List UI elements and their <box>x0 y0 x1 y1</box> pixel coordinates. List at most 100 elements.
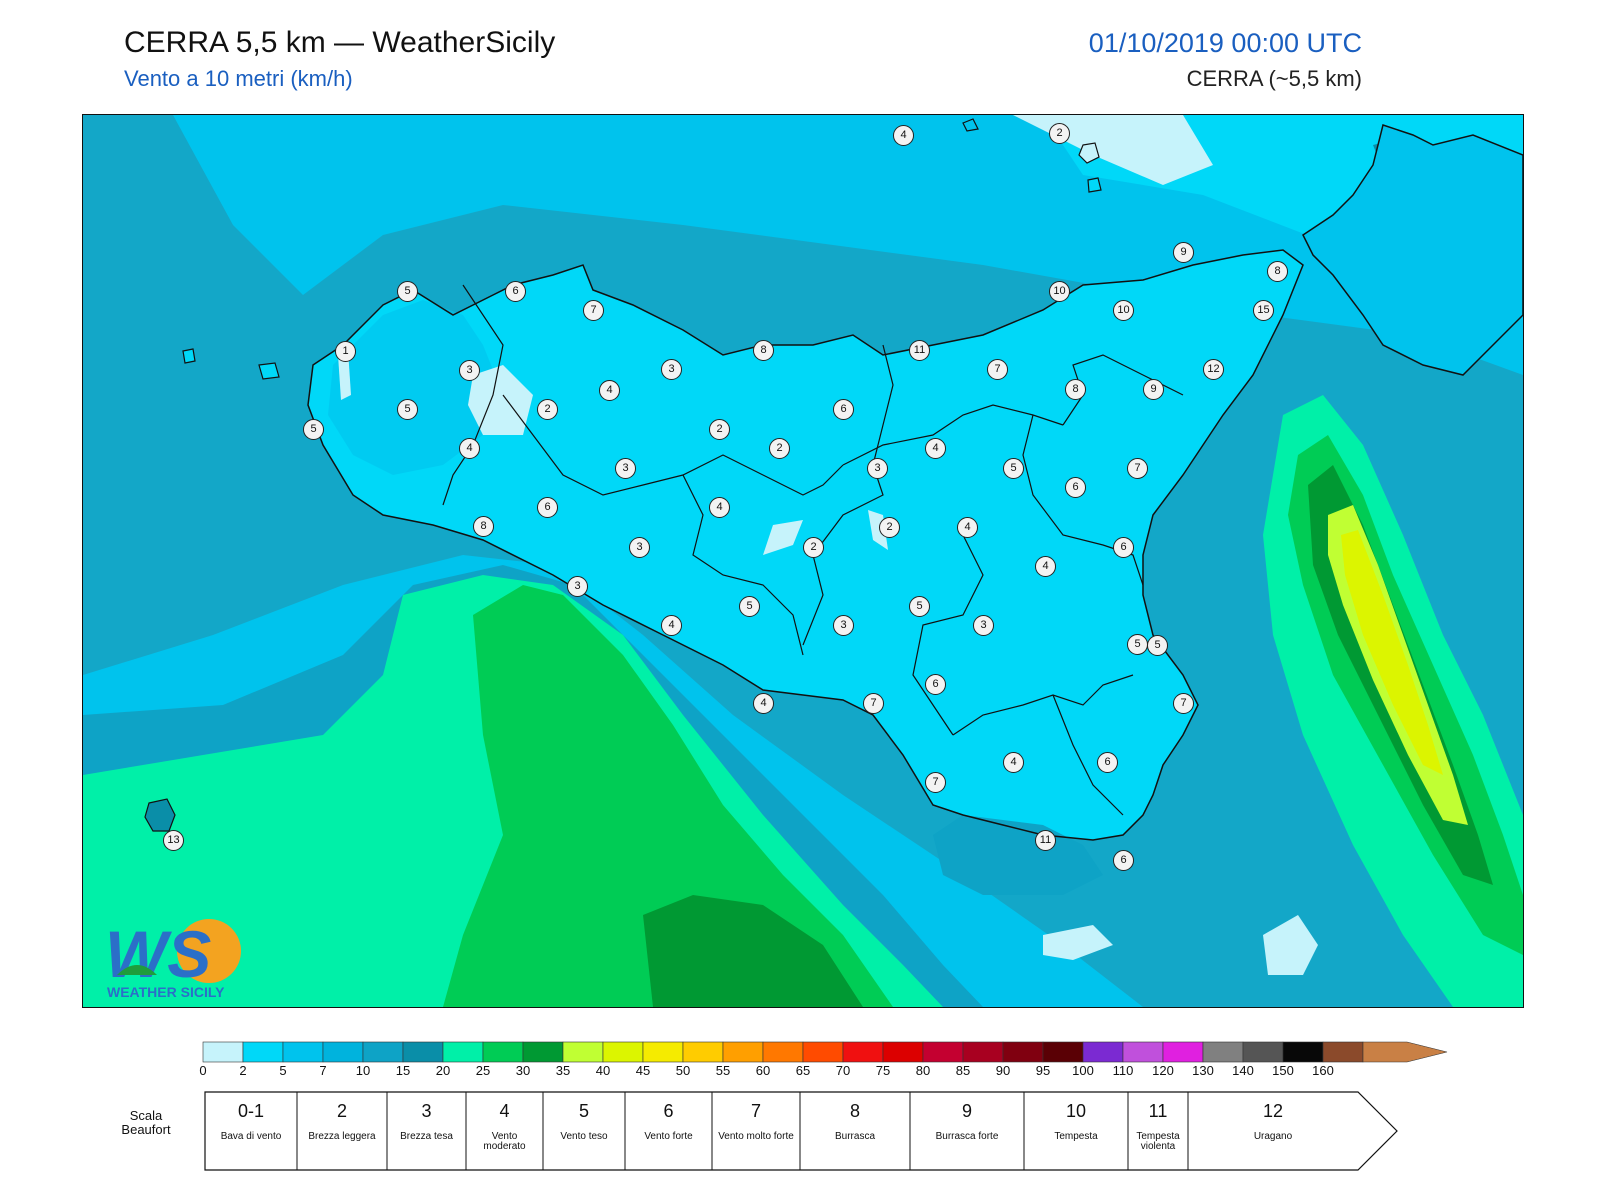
colorbar-tick-label: 75 <box>875 1063 891 1078</box>
beaufort-description: Vento teso <box>560 1131 608 1142</box>
colorbar-swatch <box>322 1041 364 1063</box>
colorbar-swatch <box>1202 1041 1244 1063</box>
colorbar-swatch <box>202 1041 244 1063</box>
wind-station-marker: 2 <box>879 517 900 538</box>
wind-station-marker: 4 <box>925 438 946 459</box>
weathersicily-logo: WS WEATHER SICILY <box>97 905 247 1003</box>
wind-station-marker: 4 <box>661 615 682 636</box>
wind-station-marker: 7 <box>1173 693 1194 714</box>
wind-station-marker: 3 <box>615 458 636 479</box>
colorbar-swatch <box>562 1041 604 1063</box>
wind-station-marker: 9 <box>1173 242 1194 263</box>
wind-station-marker: 3 <box>459 360 480 381</box>
colorbar-swatch <box>722 1041 764 1063</box>
beaufort-number: 10 <box>1065 1101 1087 1121</box>
colorbar-tick-label: 15 <box>395 1063 411 1078</box>
legend <box>0 1030 1600 1200</box>
wind-station-marker: 3 <box>973 615 994 636</box>
colorbar-swatch <box>282 1041 324 1063</box>
beaufort-description: Brezza leggera <box>308 1131 376 1142</box>
colorbar-swatch <box>1042 1041 1084 1063</box>
colorbar-tick-label: 2 <box>239 1063 247 1078</box>
wind-station-marker: 7 <box>925 772 946 793</box>
colorbar-tick-label: 100 <box>1072 1063 1094 1078</box>
colorbar-swatch <box>402 1041 444 1063</box>
wind-station-marker: 3 <box>867 458 888 479</box>
wind-station-marker: 6 <box>833 399 854 420</box>
colorbar-tick-label: 5 <box>279 1063 287 1078</box>
wind-station-marker: 2 <box>709 419 730 440</box>
wind-station-marker: 3 <box>567 576 588 597</box>
wind-station-marker: 6 <box>537 497 558 518</box>
wind-station-marker: 6 <box>505 281 526 302</box>
colorbar-tick-label: 40 <box>595 1063 611 1078</box>
colorbar-tick-label: 90 <box>995 1063 1011 1078</box>
beaufort-number: 11 <box>1148 1101 1168 1121</box>
wind-station-marker: 5 <box>1003 458 1024 479</box>
wind-map: 4 2 9 8 5 6 7 10 10 15 1 8 11 3 3 7 12 4 8 9 5 2 6 5 2 4 4 2 3 5 7 3 6 6 4… <box>82 114 1524 1008</box>
wind-station-marker: 11 <box>909 340 930 361</box>
wind-station-marker: 5 <box>739 596 760 617</box>
wind-station-marker: 8 <box>473 516 494 537</box>
colorbar-tick-label: 130 <box>1192 1063 1214 1078</box>
wind-station-marker: 4 <box>753 693 774 714</box>
wind-station-marker: 13 <box>163 830 184 851</box>
beaufort-description: Burrasca <box>834 1131 875 1142</box>
colorbar-tick-label: 55 <box>715 1063 731 1078</box>
colorbar-tick-label: 25 <box>475 1063 491 1078</box>
colorbar-tick-label: 7 <box>319 1063 327 1078</box>
beaufort-number: 6 <box>663 1101 674 1121</box>
wind-station-marker: 10 <box>1049 281 1070 302</box>
colorbar-tick-label: 80 <box>915 1063 931 1078</box>
beaufort-number: 5 <box>578 1101 589 1121</box>
wind-station-marker: 5 <box>1127 634 1148 655</box>
wind-station-marker: 1 <box>335 341 356 362</box>
wind-station-marker: 11 <box>1035 830 1056 851</box>
colorbar-swatch <box>1322 1041 1364 1063</box>
colorbar-tick-label: 160 <box>1312 1063 1334 1078</box>
wind-station-marker: 9 <box>1143 379 1164 400</box>
colorbar-tick-label: 120 <box>1152 1063 1174 1078</box>
svg-text:WS: WS <box>105 917 211 991</box>
wind-station-marker: 7 <box>1127 458 1148 479</box>
colorbar-swatch <box>642 1041 684 1063</box>
wind-station-marker: 3 <box>833 615 854 636</box>
colorbar-swatch <box>682 1041 724 1063</box>
beaufort-number: 8 <box>849 1101 860 1121</box>
wind-station-marker: 5 <box>909 596 930 617</box>
wind-station-marker: 6 <box>1065 477 1086 498</box>
wind-station-marker: 7 <box>987 359 1008 380</box>
colorbar-tick-label: 50 <box>675 1063 691 1078</box>
colorbar-tick-label: 0 <box>199 1063 207 1078</box>
wind-station-marker: 3 <box>629 537 650 558</box>
wind-station-marker: 6 <box>1097 752 1118 773</box>
wind-station-marker: 5 <box>1147 635 1168 656</box>
colorbar-tick-label: 70 <box>835 1063 851 1078</box>
colorbar-tick-label: 20 <box>435 1063 451 1078</box>
colorbar-swatch <box>242 1041 284 1063</box>
beaufort-number: 0-1 <box>237 1101 264 1121</box>
beaufort-number: 9 <box>961 1101 972 1121</box>
beaufort-description: Vento forte <box>644 1131 693 1142</box>
wind-station-marker: 2 <box>803 537 824 558</box>
wind-station-marker: 7 <box>863 693 884 714</box>
colorbar-swatch <box>1002 1041 1044 1063</box>
colorbar-tick-label: 140 <box>1232 1063 1254 1078</box>
colorbar-swatch <box>1282 1041 1324 1063</box>
colorbar-swatch <box>922 1041 964 1063</box>
wind-station-marker: 2 <box>769 438 790 459</box>
beaufort-number: 7 <box>750 1101 761 1121</box>
wind-station-marker: 4 <box>599 380 620 401</box>
colorbar-swatch <box>482 1041 524 1063</box>
colorbar-swatch <box>842 1041 884 1063</box>
colorbar-swatch <box>882 1041 924 1063</box>
beaufort-description: Vento moderato <box>483 1131 526 1152</box>
wind-station-marker: 4 <box>1035 556 1056 577</box>
colorbar-tick-label: 35 <box>555 1063 571 1078</box>
colorbar-swatch <box>1082 1041 1124 1063</box>
beaufort-number: 2 <box>336 1101 347 1121</box>
colorbar-tick-label: 85 <box>955 1063 971 1078</box>
colorbar-tick-label: 95 <box>1035 1063 1051 1078</box>
wind-station-marker: 2 <box>537 399 558 420</box>
wind-station-marker: 4 <box>957 517 978 538</box>
